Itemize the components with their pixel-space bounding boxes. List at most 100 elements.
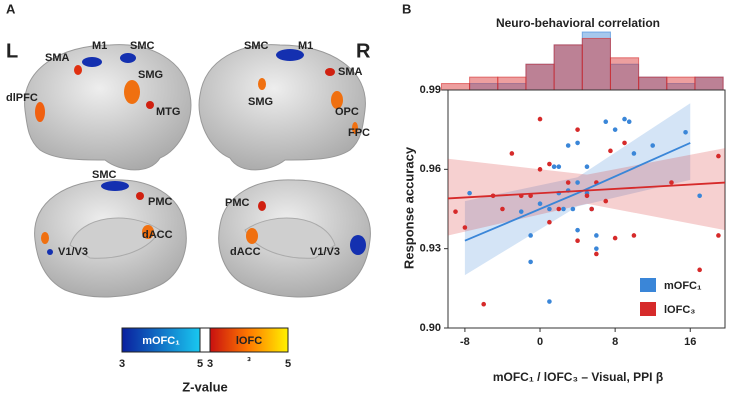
histogram-bar — [609, 57, 640, 91]
histogram-bar — [553, 44, 583, 91]
colorbar-tick: 3 — [207, 358, 213, 370]
region-label: SMC — [130, 40, 155, 52]
data-point — [608, 148, 613, 154]
data-point — [697, 267, 702, 273]
hemisphere-label: R — [356, 40, 371, 62]
region-label: PMC — [225, 197, 250, 209]
y-axis-label: Response accuracy — [401, 146, 416, 269]
data-point — [565, 143, 571, 148]
region-label: FPC — [348, 127, 370, 139]
data-point — [622, 116, 627, 122]
colorbar-blue — [121, 327, 201, 353]
legend-swatch — [640, 278, 656, 292]
data-point — [683, 130, 688, 135]
x-tick-label: 8 — [612, 336, 618, 348]
activation-blobs — [35, 49, 366, 255]
data-point — [612, 127, 618, 132]
region-label: dACC — [230, 246, 261, 258]
region-label: SMG — [138, 69, 163, 81]
colorbar-tick: ³ — [247, 356, 251, 368]
histogram-bar — [525, 63, 555, 91]
data-point — [453, 209, 458, 214]
panel-label: A — [6, 1, 16, 16]
x-axis-label: mOFC₁ / lOFC₃ – Visual, PPI β — [493, 370, 663, 384]
data-point — [716, 233, 721, 238]
data-point — [467, 190, 472, 196]
region-label: M1 — [298, 40, 313, 52]
data-point — [575, 227, 580, 233]
data-point — [594, 251, 599, 257]
region-label: PMC — [148, 196, 173, 208]
data-point — [500, 206, 505, 212]
data-point — [551, 164, 557, 169]
histogram-bar — [581, 37, 611, 91]
data-point — [528, 233, 533, 238]
data-point — [537, 116, 543, 122]
y-tick-label: 0.99 — [420, 84, 441, 96]
data-point — [716, 153, 721, 159]
colorbar-label: lOFC — [236, 335, 262, 347]
data-point — [556, 206, 562, 212]
data-point — [462, 225, 468, 230]
data-point — [509, 151, 515, 156]
x-tick-label: 0 — [537, 336, 543, 348]
data-point — [537, 201, 543, 207]
data-point — [547, 206, 552, 212]
plot-frame — [447, 89, 726, 329]
chart-title: Neuro-behavioral correlation — [496, 16, 660, 30]
corpus-callosum — [244, 217, 336, 259]
legend-label: mOFC₁ — [664, 280, 702, 292]
histogram-bar — [497, 76, 527, 91]
region-label: V1/V3 — [310, 246, 340, 258]
panel-label: B — [402, 1, 411, 16]
region-label: SMG — [248, 96, 273, 108]
data-point — [547, 219, 552, 225]
y-tick-label: 0.96 — [420, 163, 441, 175]
region-label: dlPFC — [6, 92, 38, 104]
data-point — [584, 164, 590, 169]
data-point — [481, 301, 486, 307]
data-point — [528, 259, 533, 265]
y-tick-label: 0.93 — [420, 243, 441, 255]
data-point — [561, 206, 566, 212]
data-point — [547, 161, 552, 167]
data-point — [575, 140, 580, 146]
histogram-bar — [666, 76, 696, 91]
data-point — [589, 206, 594, 212]
data-point — [537, 167, 543, 172]
region-label: SMC — [244, 40, 269, 52]
brain-left-lateral — [24, 44, 192, 171]
histogram-bar — [694, 76, 724, 91]
region-label: OPC — [335, 106, 359, 118]
corpus-callosum — [69, 217, 161, 259]
scatter-plot: 0.90 0.93 0.96 0.99 -8 0 8 16 mOFC₁ lOFC₃ — [420, 31, 726, 348]
brain-right-lateral — [198, 44, 366, 171]
region-label: SMC — [92, 169, 117, 181]
data-point — [603, 119, 609, 125]
data-point — [622, 140, 627, 146]
legend-swatch — [640, 302, 656, 316]
data-point — [575, 238, 580, 244]
data-point — [612, 235, 618, 241]
confidence-band — [464, 103, 691, 276]
colorbar-tick: 5 — [197, 358, 203, 370]
data-point — [570, 206, 576, 212]
regression-line — [447, 181, 726, 200]
data-point — [575, 127, 580, 132]
colorbar-gap — [199, 327, 211, 353]
regression-line — [464, 142, 691, 242]
region-label: SMA — [338, 66, 363, 78]
colorbar-label: mOFC₁ — [142, 335, 180, 347]
histogram-bar — [440, 83, 471, 91]
data-point — [697, 193, 702, 199]
data-point — [565, 180, 571, 185]
colorbar-tick: 5 — [285, 358, 291, 370]
x-tick-label: 16 — [684, 336, 696, 348]
data-point — [584, 193, 590, 199]
colorbar-tick: 3 — [119, 358, 125, 370]
data-point — [626, 119, 632, 125]
region-label: SMA — [45, 52, 70, 64]
data-point — [631, 151, 637, 156]
data-point — [650, 143, 655, 148]
data-point — [669, 180, 674, 185]
